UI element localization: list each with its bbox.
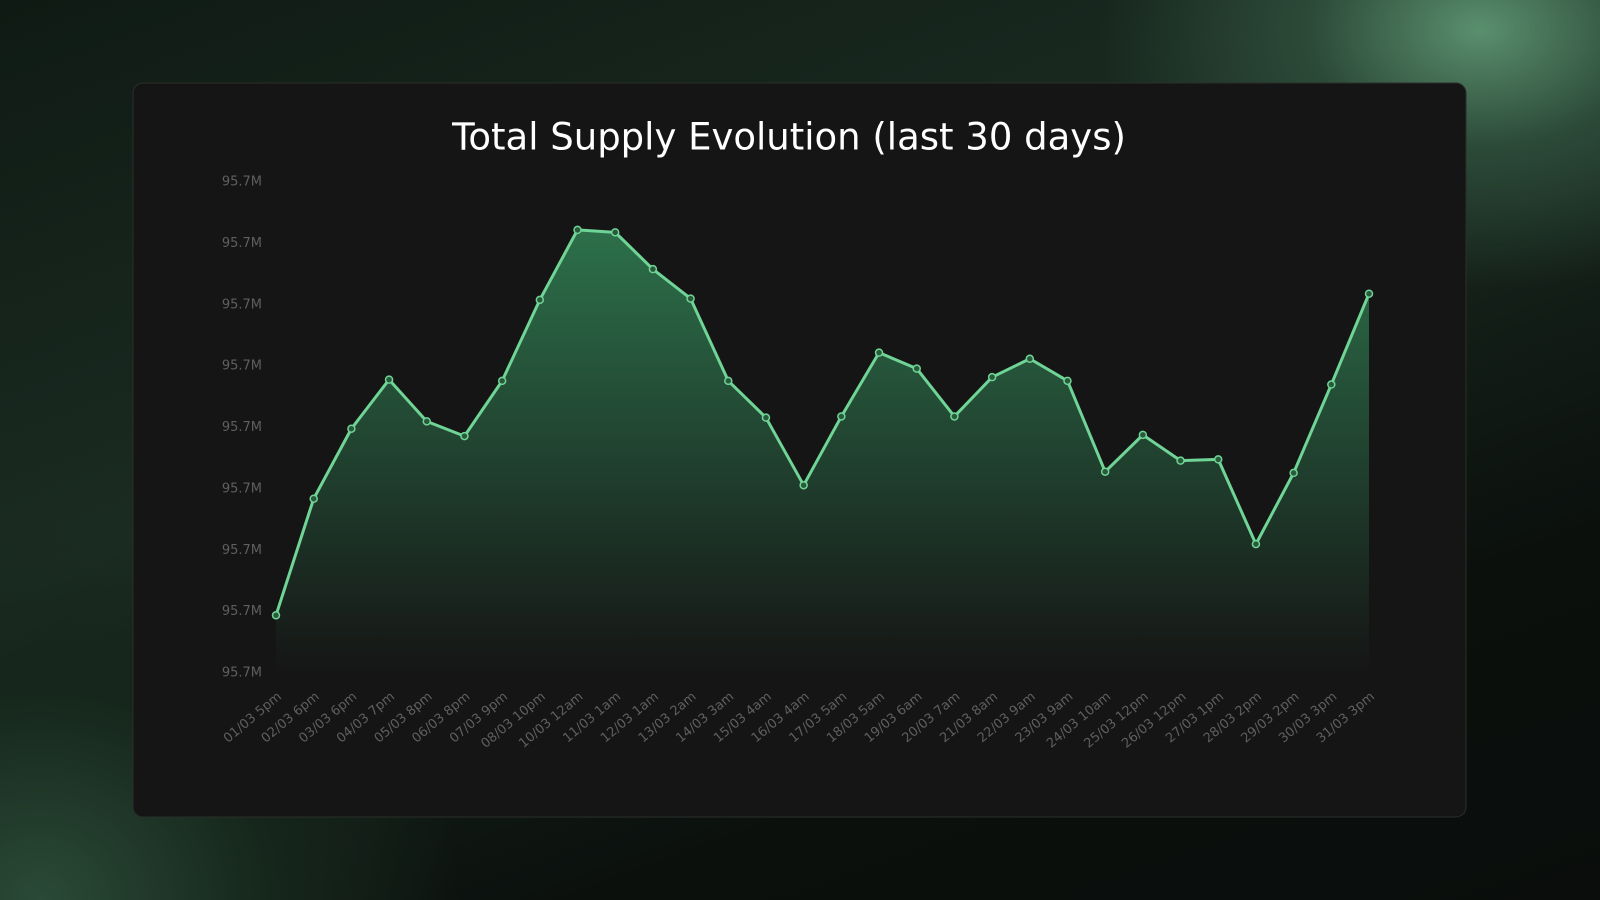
point [950,412,959,421]
y-tick-label: 95.7M [222,481,262,496]
y-tick-label: 95.7M [222,236,262,251]
point [1251,539,1261,549]
point [497,376,507,386]
point [799,480,808,490]
point [1063,376,1072,386]
point [347,424,356,433]
y-tick-label: 95.7M [222,666,262,681]
point [987,372,997,382]
point [460,431,469,441]
point [1138,430,1148,440]
point [1327,380,1336,389]
point [1176,456,1185,465]
point [1100,467,1110,476]
point [535,295,545,305]
y-tick-label: 95.7M [222,543,262,558]
y-tick-label: 95.7M [222,175,262,190]
point [573,225,582,235]
line [274,228,1371,616]
point [912,364,921,373]
point [1364,289,1374,298]
point [724,376,733,386]
point [686,294,695,303]
y-tick-label: 95.7M [222,297,262,312]
point [837,412,846,421]
point [384,375,394,384]
point [309,494,318,503]
point [1289,468,1298,478]
point [761,413,771,422]
chart-title: Total Supply Evolution (last 30 days) [451,116,1126,159]
point [874,348,884,357]
point [648,264,658,274]
point [1213,455,1223,464]
point [422,417,432,426]
point [1025,354,1035,364]
y-tick-label: 95.7M [222,359,262,374]
y-tick-label: 95.7M [222,604,262,619]
y-tick-label: 95.7M [222,420,262,435]
point [271,611,281,620]
point [610,228,620,237]
